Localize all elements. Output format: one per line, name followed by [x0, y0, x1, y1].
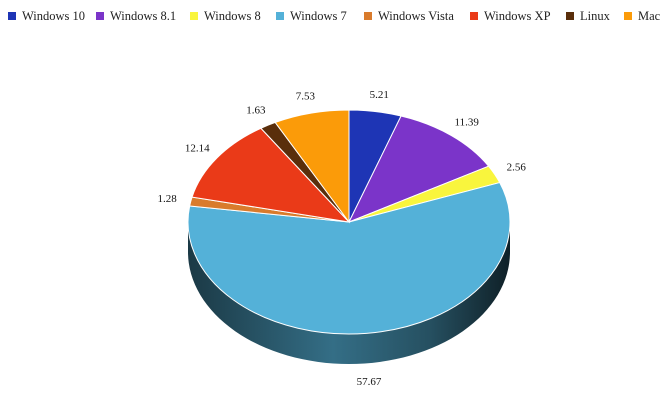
data-label: 7.53 — [296, 91, 316, 103]
data-label: 11.39 — [455, 117, 480, 129]
legend-label: Windows 8.1 — [110, 8, 177, 23]
legend-item[interactable]: Linux — [566, 6, 610, 26]
legend-item[interactable]: Mac — [624, 6, 660, 26]
pie-slice[interactable] — [347, 115, 490, 223]
legend-swatch — [566, 12, 574, 20]
legend-label: Windows 7 — [290, 8, 347, 23]
pie-slice[interactable] — [274, 109, 350, 224]
legend-label: Linux — [580, 8, 610, 23]
pie-slice-side — [188, 222, 510, 364]
data-label: 57.67 — [357, 376, 382, 388]
legend-item[interactable]: Windows 10 — [8, 6, 85, 26]
data-label: 2.56 — [507, 162, 527, 174]
legend-swatch — [276, 12, 284, 20]
legend-swatch — [624, 12, 632, 20]
legend-label: Mac — [638, 8, 660, 23]
data-label: 1.28 — [157, 193, 177, 205]
legend-swatch — [470, 12, 478, 20]
data-label: 12.14 — [185, 143, 210, 155]
legend-item[interactable]: Windows XP — [470, 6, 551, 26]
pie-slice[interactable] — [191, 127, 351, 223]
pie-slice[interactable] — [187, 181, 511, 335]
legend-item[interactable]: Windows 8.1 — [96, 6, 176, 26]
chart-legend: Windows 10 Windows 8.1 Windows 8 Windows 7 W… — [0, 6, 660, 26]
legend-label: Windows 10 — [22, 8, 86, 23]
legend-label: Windows 8 — [204, 8, 261, 23]
data-label: 5.21 — [370, 89, 389, 101]
legend-swatch — [96, 12, 104, 20]
legend-label: Windows XP — [484, 8, 551, 23]
legend-label: Windows Vista — [378, 8, 454, 23]
legend-item[interactable]: Windows 7 — [276, 6, 347, 26]
legend-swatch — [364, 12, 372, 20]
legend-item[interactable]: Windows Vista — [364, 6, 454, 26]
legend-swatch — [190, 12, 198, 20]
legend-swatch — [8, 12, 16, 20]
data-label: 1.63 — [246, 105, 266, 117]
legend-item[interactable]: Windows 8 — [190, 6, 261, 26]
